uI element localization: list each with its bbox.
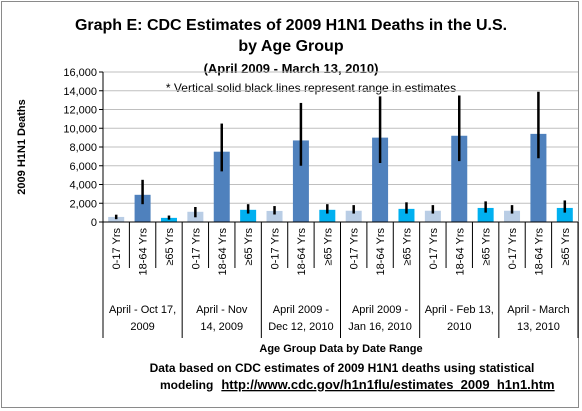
chart-note: * Vertical solid black lines represent r…: [166, 81, 456, 95]
bar: [266, 210, 283, 222]
age-group-label: 0-17 Yrs: [111, 228, 123, 270]
date-range-label-line2: 2009: [130, 321, 154, 333]
chart-title-line1: Graph E: CDC Estimates of 2009 H1N1 Deat…: [75, 17, 507, 34]
bar: [477, 207, 494, 222]
date-range-label-line1: April - Nov: [196, 304, 248, 316]
bar: [424, 210, 441, 222]
footer-line1: Data based on CDC estimates of 2009 H1N1…: [150, 361, 535, 375]
y-axis-title: 2009 H1N1 Deaths: [16, 99, 28, 194]
bar: [213, 151, 230, 222]
footer-prefix: modeling: [160, 378, 213, 392]
y-tick-label: 8,000: [69, 142, 97, 154]
date-range-label-line2: 13, 2010: [517, 321, 560, 333]
age-group-label: ≥65 Yrs: [560, 228, 572, 266]
bar: [504, 210, 521, 222]
bar: [451, 135, 468, 222]
date-range-label-line2: 14, 2009: [200, 321, 243, 333]
bars: [108, 91, 573, 222]
y-tick-label: 4,000: [69, 180, 97, 192]
bar: [345, 210, 362, 222]
bar: [292, 140, 309, 222]
y-tick-label: 0: [91, 217, 97, 229]
bar: [160, 217, 177, 222]
bar: [530, 133, 547, 222]
age-group-label: 0-17 Yrs: [270, 228, 282, 270]
chart-title-line2: by Age Group: [238, 38, 343, 55]
y-tick-label: 6,000: [69, 161, 97, 173]
age-group-label: 18-64 Yrs: [217, 228, 229, 276]
age-group-label: 0-17 Yrs: [190, 228, 202, 270]
date-range-label-line1: April 2009 -: [273, 304, 330, 316]
age-group-label: ≥65 Yrs: [243, 228, 255, 266]
x-axis-title: Age Group Data by Date Range: [259, 343, 422, 355]
x-axis: 0-17 Yrs 18-64 Yrs ≥65 Yrs April - Oct 17, 2…: [102, 221, 579, 338]
date-range-label-line2: Dec 12, 2010: [268, 321, 333, 333]
age-group-label: 18-64 Yrs: [138, 228, 150, 276]
age-group-label: ≥65 Yrs: [481, 228, 493, 266]
date-range-label-line1: April - March: [507, 304, 569, 316]
y-tick-label: 14,000: [63, 86, 97, 98]
bar: [319, 209, 336, 222]
age-group-label: 0-17 Yrs: [349, 228, 361, 270]
date-range-label-line1: April 2009 -: [352, 304, 409, 316]
footer-line2: modeling http://www.cdc.gov/h1n1flu/esti…: [160, 376, 555, 393]
chart-subtitle: (April 2009 - March 13, 2010): [204, 61, 379, 76]
bar: [372, 137, 389, 222]
date-range-label-line2: Jan 16, 2010: [348, 321, 412, 333]
y-tick-label: 12,000: [63, 105, 97, 117]
gridlines: [103, 71, 578, 204]
cdc-link[interactable]: http://www.cdc.gov/h1n1flu/estimates_200…: [221, 377, 554, 392]
bar: [134, 194, 151, 222]
age-group-label: 18-64 Yrs: [454, 228, 466, 276]
y-axis: 0 2,000 4,000 6,000 8,000 10,000 12,000 14,000 1…: [63, 67, 104, 229]
bar: [108, 216, 125, 222]
date-range-label-line2: 2010: [447, 321, 471, 333]
bar: [398, 208, 415, 222]
y-tick-label: 2,000: [69, 198, 97, 210]
date-range-label-line1: April - Feb 13,: [425, 304, 494, 316]
date-range-label-line1: April - Oct 17,: [109, 304, 176, 316]
age-group-label: ≥65 Yrs: [401, 228, 413, 266]
age-group-label: 18-64 Yrs: [375, 228, 387, 276]
age-group-label: 18-64 Yrs: [296, 228, 308, 276]
y-tick-label: 10,000: [63, 123, 97, 135]
y-tick-label: 16,000: [63, 67, 97, 79]
age-group-label: 0-17 Yrs: [507, 228, 519, 270]
age-group-label: 18-64 Yrs: [533, 228, 545, 276]
bar: [240, 209, 257, 222]
age-group-label: ≥65 Yrs: [322, 228, 334, 266]
age-group-label: 0-17 Yrs: [428, 228, 440, 270]
bar: [556, 207, 573, 222]
age-group-label: ≥65 Yrs: [164, 228, 176, 266]
